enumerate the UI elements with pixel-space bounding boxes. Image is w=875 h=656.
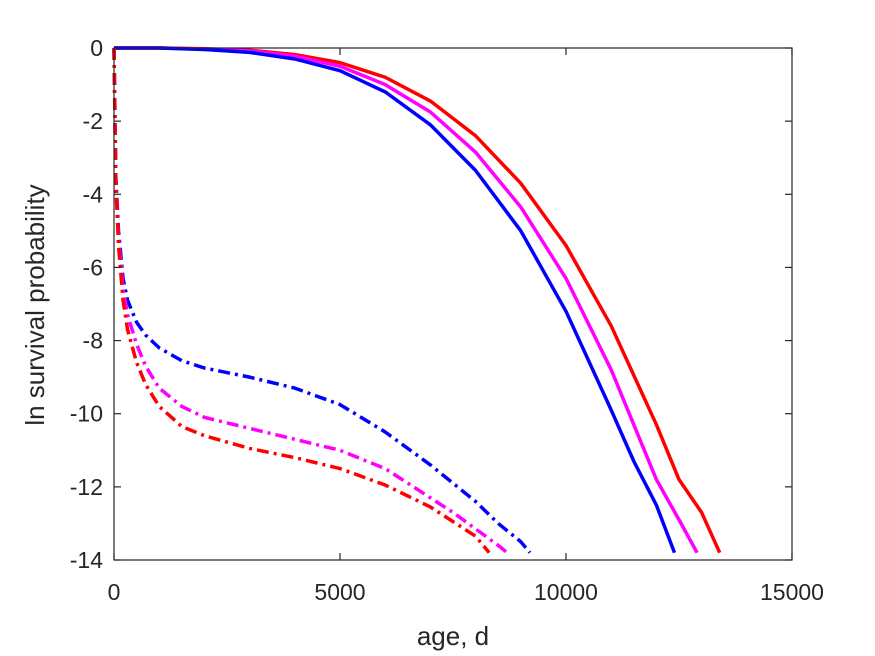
tick-labels: 0 5000 10000 15000 0 -2 -4 -6 -8 -10 -12 -14 <box>70 35 824 605</box>
y-tick-label: 0 <box>90 35 103 61</box>
x-tick-label: 10000 <box>534 579 598 605</box>
y-tick-label: -2 <box>83 108 103 134</box>
y-tick-label: -8 <box>83 328 103 354</box>
y-tick-label: -14 <box>70 547 103 573</box>
y-tick-label: -10 <box>70 401 103 427</box>
x-tick-label: 5000 <box>314 579 365 605</box>
tick-marks <box>113 47 793 561</box>
x-tick-label: 0 <box>108 579 121 605</box>
y-tick-label: -6 <box>83 254 103 280</box>
y-tick-label: -12 <box>70 474 103 500</box>
series-line-6-dashdot <box>112 47 491 554</box>
series-line-5-dashdot <box>112 47 509 555</box>
series-line-3-solid <box>114 46 677 554</box>
y-axis-label: ln survival probability <box>20 184 50 425</box>
y-tick-label: -4 <box>83 181 104 207</box>
x-axis-label: age, d <box>417 621 489 651</box>
axes-box <box>113 47 793 561</box>
plot-area <box>112 46 793 561</box>
plot-background <box>114 48 792 560</box>
x-tick-label: 15000 <box>760 579 824 605</box>
